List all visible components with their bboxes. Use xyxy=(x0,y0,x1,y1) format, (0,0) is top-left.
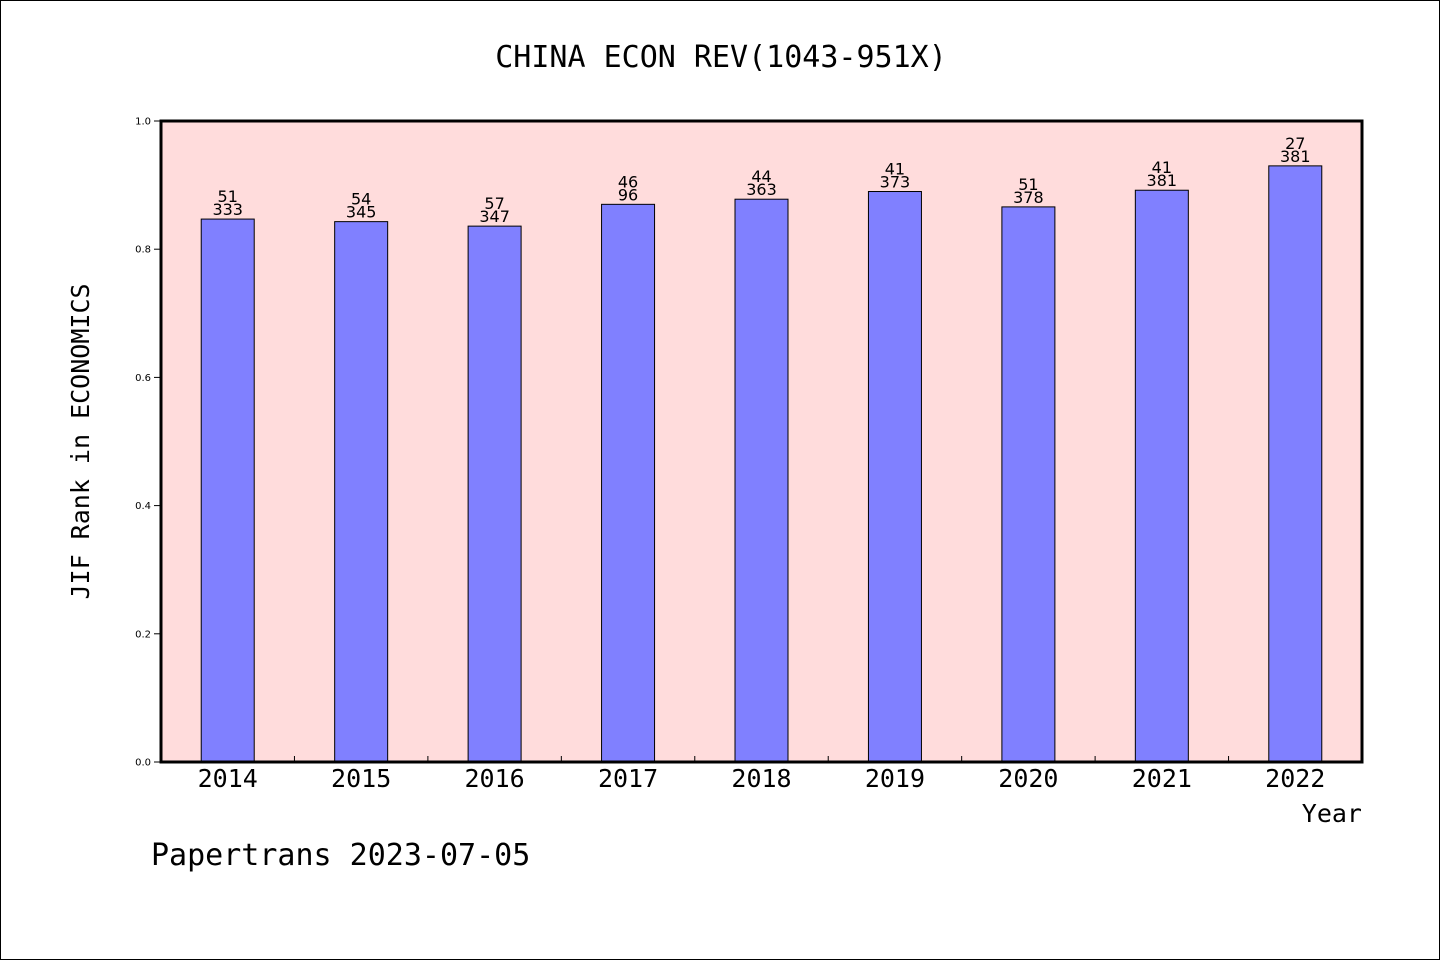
total-label-2017: 96 xyxy=(618,185,638,204)
y-axis: 0.0 0.2 0.4 0.6 0.8 1.0 xyxy=(135,117,161,769)
bar-2014 xyxy=(200,218,255,763)
total-label-2014: 333 xyxy=(212,200,243,219)
rank-label-2020: 51 xyxy=(1018,175,1038,194)
rank-label-2016: 57 xyxy=(484,194,504,213)
total-label-2020: 378 xyxy=(1013,188,1044,207)
bar-2015 xyxy=(334,221,389,763)
bar-2016 xyxy=(467,225,522,763)
bar-2020 xyxy=(1001,206,1056,763)
rank-label-2017: 46 xyxy=(618,172,638,191)
rank-label-2021: 41 xyxy=(1152,158,1172,177)
x-axis: 2014 2015 2016 2017 2018 2019 2020 2021 2022 xyxy=(198,756,1325,793)
bar-2022 xyxy=(1268,165,1323,763)
footer-credit: Papertrans 2023-07-05 xyxy=(151,838,530,873)
x-tick-label-2015: 2015 xyxy=(331,764,391,793)
x-tick-label-2018: 2018 xyxy=(731,764,791,793)
bar-2019 xyxy=(867,191,922,763)
x-axis-label: Year xyxy=(1302,799,1362,828)
bars-group xyxy=(200,165,1323,763)
total-label-2021: 381 xyxy=(1147,171,1178,190)
bar-2017 xyxy=(601,203,656,763)
bar-2018 xyxy=(734,198,789,763)
y-tick-label: 0.6 xyxy=(135,373,151,384)
rank-label-2015: 54 xyxy=(351,190,371,209)
x-tick-label-2020: 2020 xyxy=(998,764,1058,793)
chart-title: CHINA ECON REV(1043-951X) xyxy=(495,40,947,75)
y-tick-label: 0.0 xyxy=(135,758,151,769)
bar-2021 xyxy=(1134,189,1189,763)
y-tick-label: 0.8 xyxy=(135,245,151,256)
y-tick-label: 0.4 xyxy=(135,501,151,512)
total-label-2022: 381 xyxy=(1280,147,1311,166)
x-tick-label-2022: 2022 xyxy=(1265,764,1325,793)
x-tick-label-2014: 2014 xyxy=(198,764,258,793)
y-tick-label: 1.0 xyxy=(135,117,151,128)
total-label-2019: 373 xyxy=(880,173,911,192)
total-label-2016: 347 xyxy=(479,207,510,226)
x-tick-label-2019: 2019 xyxy=(865,764,925,793)
plot-border xyxy=(159,119,1364,764)
rank-label-2018: 44 xyxy=(751,167,771,186)
y-tick-label: 0.2 xyxy=(135,629,151,640)
rank-label-2022: 27 xyxy=(1285,134,1305,153)
y-axis-label: JIF Rank in ECONOMICS xyxy=(66,283,95,599)
rank-label-2019: 41 xyxy=(885,160,905,179)
x-tick-label-2021: 2021 xyxy=(1132,764,1192,793)
x-tick-label-2017: 2017 xyxy=(598,764,658,793)
rank-label-2014: 51 xyxy=(218,187,238,206)
total-label-2018: 363 xyxy=(746,180,777,199)
x-tick-label-2016: 2016 xyxy=(465,764,525,793)
total-label-2015: 345 xyxy=(346,203,377,222)
